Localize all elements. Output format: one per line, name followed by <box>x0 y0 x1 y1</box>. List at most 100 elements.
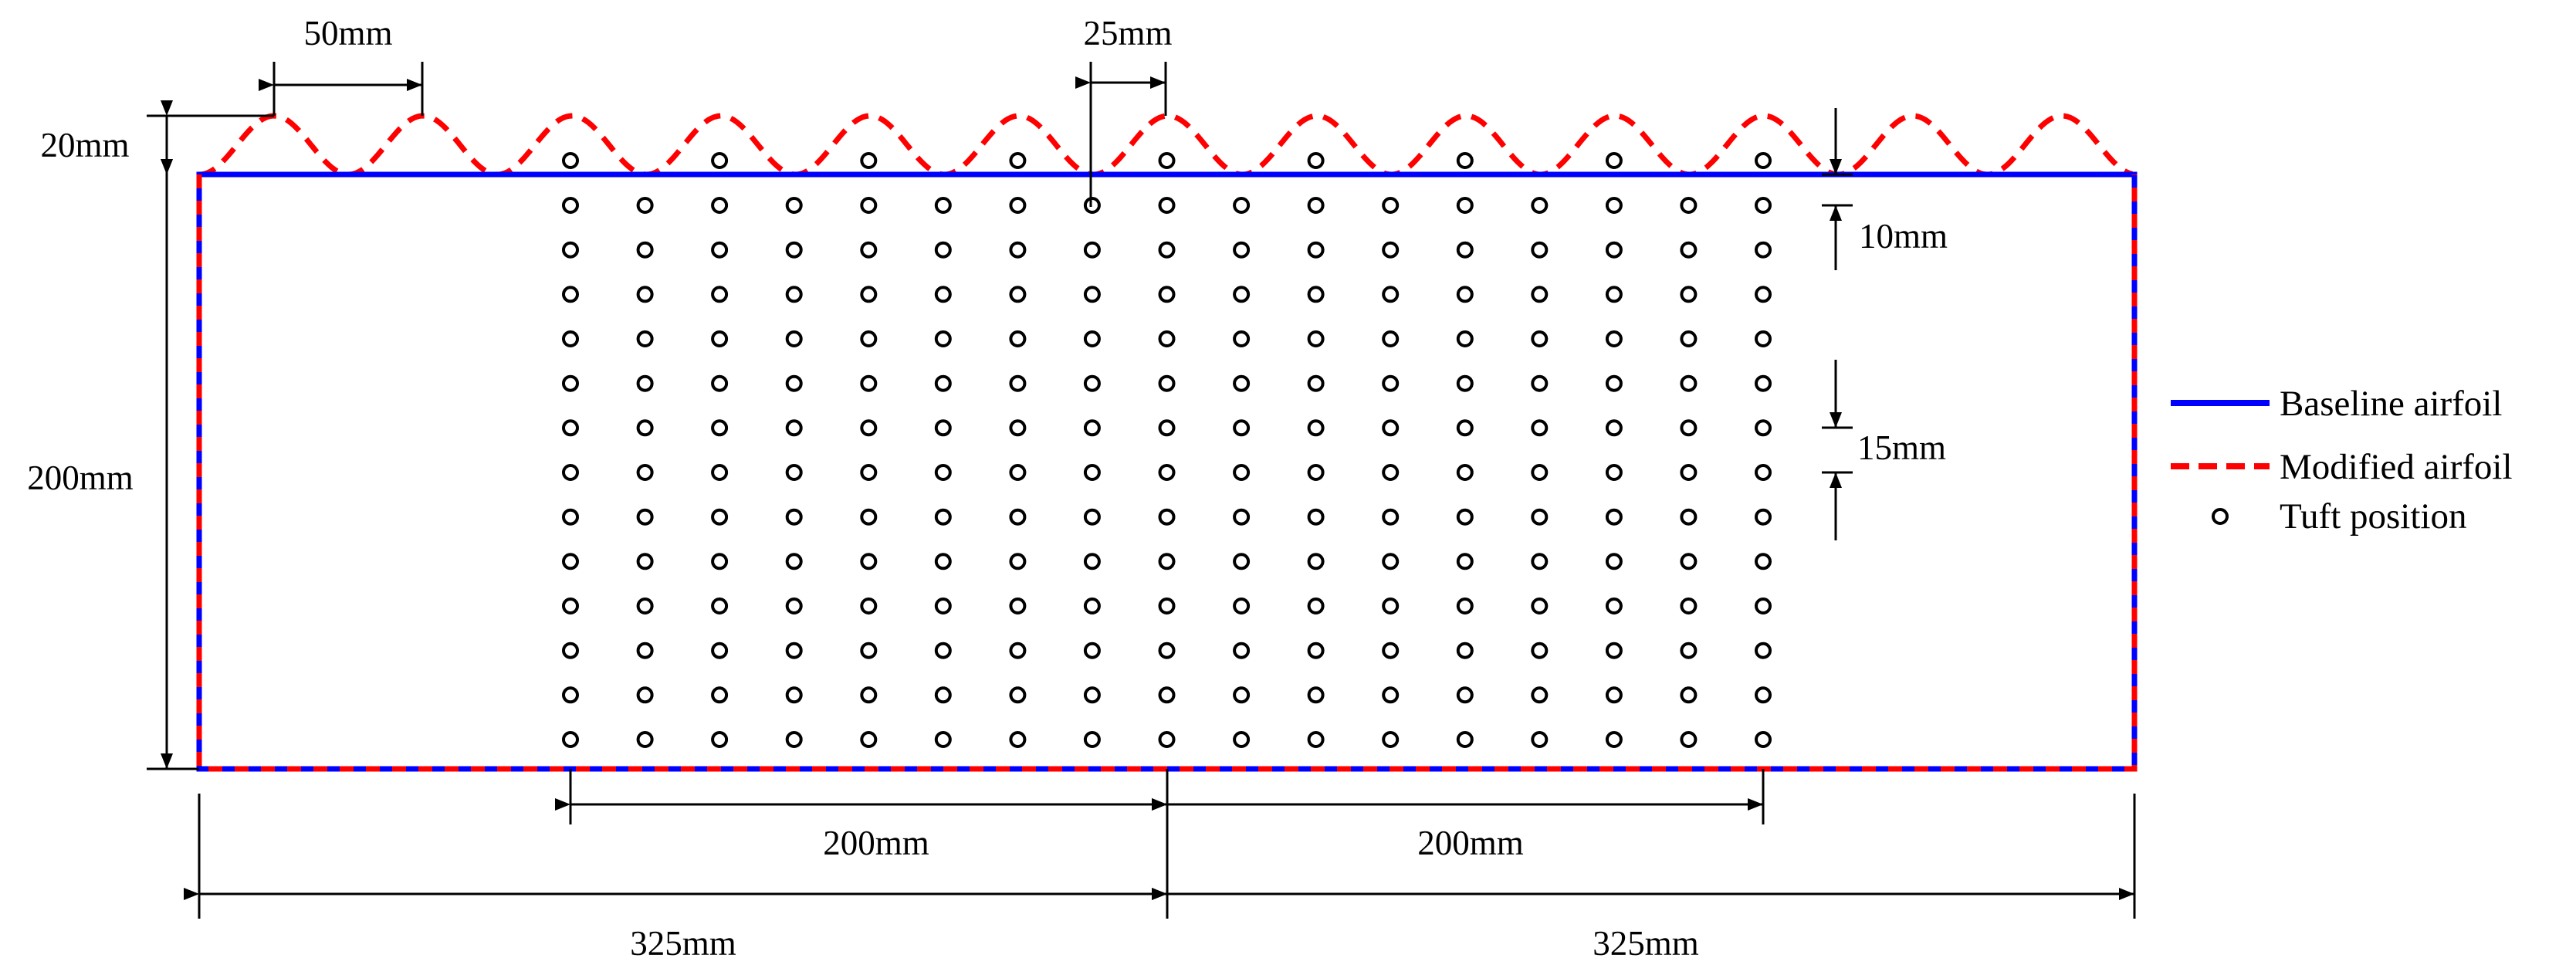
tuft-marker <box>1158 286 1176 303</box>
tuft-marker <box>1531 286 1549 303</box>
legend-label-tuft: Tuft position <box>2280 496 2466 537</box>
tuft-marker <box>1755 508 1772 526</box>
tuft-marker <box>934 508 952 526</box>
tuft-marker <box>1307 553 1325 570</box>
tuft-marker <box>785 241 803 259</box>
tuft-marker-leading-edge <box>562 152 579 169</box>
tuft-marker-leading-edge <box>1158 152 1176 169</box>
tuft-marker <box>562 286 579 303</box>
tuft-marker-leading-edge <box>860 152 878 169</box>
tuft-marker <box>1605 241 1623 259</box>
tuft-marker <box>1605 286 1623 303</box>
tuft-marker-leading-edge <box>711 152 729 169</box>
tuft-marker <box>1307 241 1325 259</box>
tuft-marker <box>636 553 654 570</box>
tuft-marker <box>1755 553 1772 570</box>
tuft-marker <box>636 241 654 259</box>
tuft-marker <box>1307 508 1325 526</box>
tuft-marker <box>1233 731 1251 748</box>
tuft-marker <box>1009 598 1027 614</box>
tuft-marker <box>785 330 803 347</box>
dimension-label-tuft-span-left: 200mm <box>823 824 929 862</box>
tuft-marker <box>1680 598 1698 614</box>
tuft-marker <box>1158 419 1176 437</box>
tuft-marker <box>860 731 878 748</box>
tuft-marker <box>711 642 729 659</box>
tuft-marker <box>1382 197 1400 214</box>
tuft-marker <box>562 464 579 481</box>
tuft-marker <box>1083 286 1101 303</box>
dimension-half-spans <box>184 794 2136 919</box>
tuft-marker <box>1233 464 1251 481</box>
tuft-marker <box>860 286 878 303</box>
tuft-marker <box>562 553 579 570</box>
tuft-marker <box>636 464 654 481</box>
tuft-marker <box>860 464 878 481</box>
tuft-marker <box>1307 731 1325 748</box>
tuft-marker <box>1456 374 1474 392</box>
dimension-label-row-spacing: 15mm <box>1857 428 1946 467</box>
tuft-marker <box>1456 553 1474 570</box>
dimension-label-tuft-span-right: 200mm <box>1417 824 1524 862</box>
tuft-marker <box>1755 598 1772 614</box>
tuft-marker <box>1083 508 1101 526</box>
tuft-marker <box>934 598 952 614</box>
tuft-marker <box>1158 686 1176 704</box>
tuft-marker <box>1755 330 1772 347</box>
tuft-marker <box>1531 598 1549 614</box>
tuft-marker <box>934 553 952 570</box>
tuft-marker <box>1680 374 1698 392</box>
tuft-marker <box>636 686 654 704</box>
tuft-marker <box>1307 286 1325 303</box>
tuft-marker <box>1605 553 1623 570</box>
tuft-marker <box>711 419 729 437</box>
tuft-marker <box>636 330 654 347</box>
tuft-marker <box>785 553 803 570</box>
tuft-marker <box>860 642 878 659</box>
tuft-marker <box>1382 508 1400 526</box>
dimension-wave-wavelength <box>259 62 424 116</box>
tuft-marker <box>1009 464 1027 481</box>
tuft-marker <box>1083 419 1101 437</box>
tuft-marker <box>1307 686 1325 704</box>
tuft-marker <box>1083 464 1101 481</box>
tuft-marker <box>860 197 878 214</box>
tuft-marker <box>860 686 878 704</box>
tuft-marker <box>1158 508 1176 526</box>
tuft-marker <box>1009 419 1027 437</box>
tuft-marker <box>1680 553 1698 570</box>
tuft-marker <box>934 286 952 303</box>
tuft-marker <box>785 642 803 659</box>
tuft-marker <box>934 241 952 259</box>
tuft-marker <box>1382 241 1400 259</box>
tuft-marker <box>1531 374 1549 392</box>
tuft-marker <box>934 374 952 392</box>
tuft-marker <box>1605 686 1623 704</box>
tuft-marker-leading-edge <box>1009 152 1027 169</box>
tuft-marker <box>636 374 654 392</box>
tuft-marker <box>1605 197 1623 214</box>
tuft-marker <box>711 330 729 347</box>
tuft-marker <box>860 241 878 259</box>
tuft-marker <box>934 642 952 659</box>
tuft-marker <box>562 642 579 659</box>
tuft-marker <box>1456 286 1474 303</box>
tuft-marker <box>785 286 803 303</box>
tuft-marker <box>636 731 654 748</box>
tuft-marker-leading-edge <box>1755 152 1772 169</box>
tuft-marker <box>785 197 803 214</box>
tuft-marker <box>1755 731 1772 748</box>
tuft-marker <box>1680 508 1698 526</box>
tuft-marker <box>1605 642 1623 659</box>
tuft-marker <box>1680 642 1698 659</box>
tuft-marker <box>1755 419 1772 437</box>
tuft-marker <box>1083 598 1101 614</box>
dimension-tuft-spans <box>555 769 1765 919</box>
tuft-marker <box>1382 419 1400 437</box>
tuft-marker <box>1158 598 1176 614</box>
dimension-wave-offset <box>1075 62 1167 207</box>
tuft-marker <box>785 374 803 392</box>
tuft-marker <box>1456 598 1474 614</box>
tuft-marker <box>1009 553 1027 570</box>
tuft-marker <box>1083 197 1101 214</box>
